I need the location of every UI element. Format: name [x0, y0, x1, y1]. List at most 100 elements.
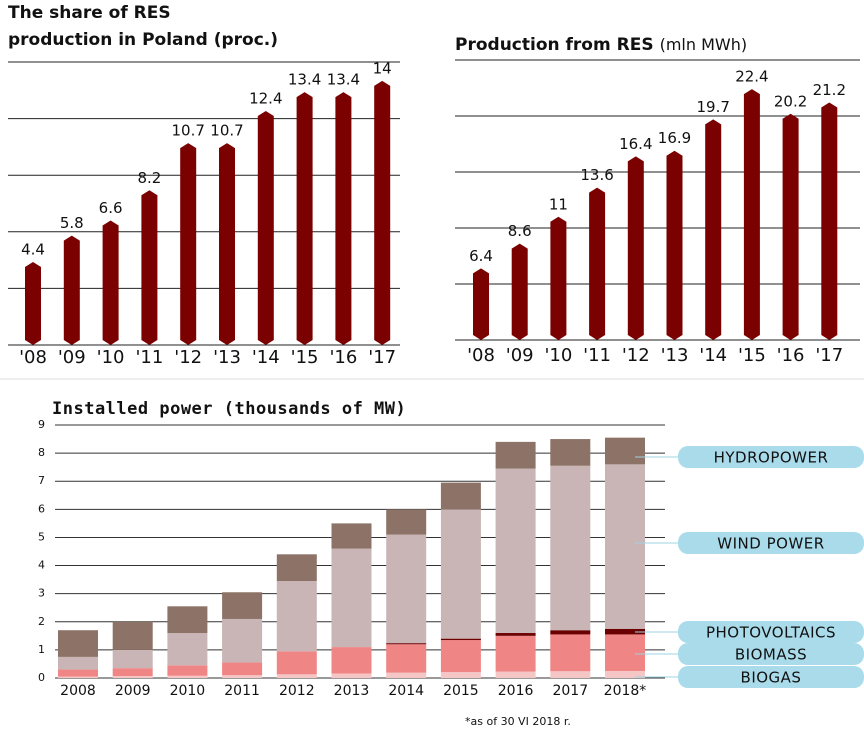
x-tick-label: '14	[252, 347, 280, 368]
x-tick-label: 2011	[224, 683, 260, 699]
x-tick-label: '16	[777, 345, 805, 366]
bar	[25, 261, 41, 345]
bar-segment	[605, 670, 645, 678]
footnote: *as of 30 VI 2018 r.	[465, 715, 571, 728]
bar	[180, 143, 197, 345]
x-tick-label: '11	[583, 345, 611, 366]
x-tick-label: 2010	[170, 683, 206, 699]
bar-segment	[605, 437, 645, 465]
bar-segment	[112, 621, 153, 650]
bar-segment	[495, 468, 536, 634]
bar-segment	[276, 674, 317, 678]
bar	[743, 89, 760, 341]
bar	[511, 243, 528, 340]
bar-segment	[440, 482, 481, 510]
bar-segment	[605, 628, 645, 635]
y-tick-label: 7	[38, 474, 45, 487]
bar	[63, 235, 80, 345]
bar-segment	[222, 662, 263, 676]
bar-segment	[386, 534, 427, 644]
legend-box	[678, 643, 864, 665]
chart-title: Installed power (thousands of MW)	[52, 399, 406, 419]
bar-segment	[386, 509, 427, 535]
y-tick-label: 3	[38, 587, 45, 600]
bar	[257, 111, 274, 345]
bar-segment	[222, 675, 263, 678]
value-label: 4.4	[21, 240, 45, 258]
x-tick-label: '09	[506, 345, 534, 366]
bar-segment	[58, 669, 98, 677]
x-tick-label: '15	[291, 347, 319, 368]
x-tick-label: 2009	[115, 683, 151, 699]
bar-segment	[276, 651, 317, 675]
bar-segment	[276, 581, 317, 652]
y-tick-label: 2	[38, 615, 45, 628]
bar	[550, 216, 567, 340]
legend-box	[678, 666, 864, 688]
bar-segment	[440, 640, 481, 673]
bar-segment	[605, 464, 645, 629]
value-label: 21.2	[813, 81, 846, 99]
x-tick-label: '13	[661, 345, 689, 366]
bar-segment	[331, 673, 372, 678]
bar-segment	[550, 630, 591, 635]
bar-segment	[386, 672, 427, 678]
legend-box	[678, 532, 864, 554]
bar-segment	[550, 439, 591, 466]
y-tick-label: 8	[38, 446, 45, 459]
legend-label: HYDROPOWER	[714, 449, 829, 467]
bar-segment	[58, 676, 98, 678]
bar-segment	[222, 592, 263, 619]
value-label: 11	[549, 195, 568, 213]
bar-segment	[167, 675, 208, 678]
x-tick-label: '11	[135, 347, 163, 368]
value-label: 6.4	[469, 247, 493, 265]
bar-segment	[222, 618, 263, 663]
bar-segment	[495, 671, 536, 678]
bar	[821, 102, 838, 340]
value-label: 8.6	[508, 222, 532, 240]
bar-segment	[331, 523, 372, 549]
bar	[296, 92, 313, 345]
bar-segment	[550, 465, 591, 631]
bar-segment	[58, 630, 98, 657]
x-tick-label: '09	[58, 347, 86, 368]
value-label: 13.6	[580, 166, 613, 184]
legend-box	[678, 446, 864, 468]
bar	[705, 119, 722, 340]
x-tick-label: '12	[622, 345, 650, 366]
bar-segment	[112, 649, 153, 669]
x-tick-label: '13	[213, 347, 241, 368]
bar-segment	[495, 441, 536, 469]
bar-segment	[495, 635, 536, 672]
bar-segment	[550, 634, 591, 672]
x-tick-label: '17	[368, 347, 396, 368]
x-tick-label: '16	[329, 347, 357, 368]
bar	[102, 220, 119, 345]
bar	[782, 113, 799, 340]
bar	[589, 187, 606, 340]
x-tick-label: 2012	[279, 683, 315, 699]
chart-title: production in Poland (proc.)	[8, 30, 278, 50]
value-label: 14	[373, 59, 392, 77]
x-tick-label: '08	[19, 347, 47, 368]
y-tick-label: 5	[38, 530, 45, 543]
y-tick-label: 9	[38, 418, 45, 431]
value-label: 13.4	[288, 71, 321, 89]
legend-box	[678, 621, 864, 643]
value-label: 19.7	[696, 98, 729, 116]
bar-segment	[386, 644, 427, 673]
bar-segment	[112, 668, 153, 677]
x-tick-label: 2016	[498, 683, 534, 699]
value-label: 22.4	[735, 68, 768, 86]
bar-segment	[440, 638, 481, 641]
x-tick-label: '08	[467, 345, 495, 366]
bar	[627, 156, 644, 340]
bar-segment	[386, 643, 427, 645]
legend-label: WIND POWER	[717, 535, 824, 553]
value-label: 16.4	[619, 135, 652, 153]
value-label: 10.7	[210, 122, 243, 140]
title-unit: (mln MWh)	[660, 35, 748, 54]
value-label: 13.4	[327, 71, 360, 89]
x-tick-label: '14	[699, 345, 727, 366]
